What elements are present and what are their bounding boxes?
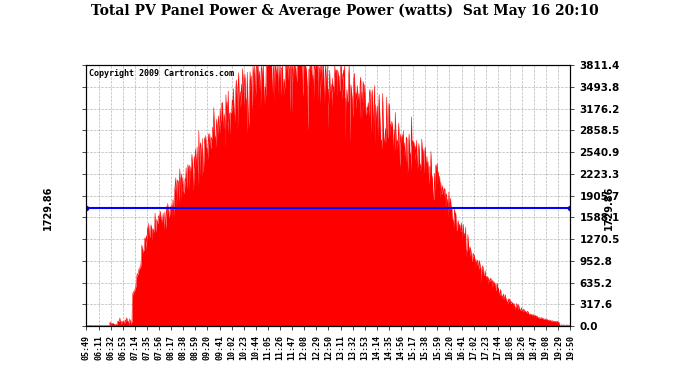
- Text: 1729.86: 1729.86: [43, 186, 52, 230]
- Text: Copyright 2009 Cartronics.com: Copyright 2009 Cartronics.com: [89, 69, 234, 78]
- Text: Total PV Panel Power & Average Power (watts)  Sat May 16 20:10: Total PV Panel Power & Average Power (wa…: [91, 4, 599, 18]
- Text: 1729.86: 1729.86: [604, 186, 614, 230]
